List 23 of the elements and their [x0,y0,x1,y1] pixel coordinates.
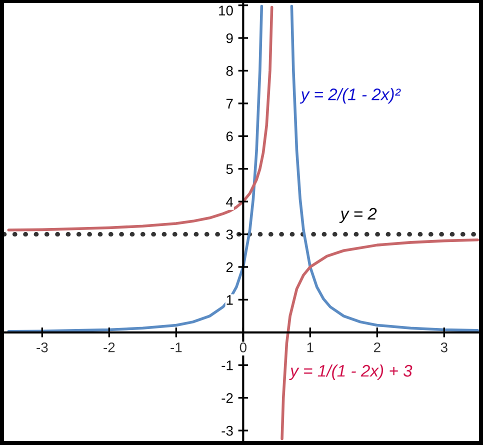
y-tick-label: 7 [226,98,233,108]
y-tick-label: 2 [226,262,233,272]
y-tick-label: 5 [226,164,233,174]
x-tick-label: 3 [440,342,448,352]
y-tick-label: 3 [226,230,233,240]
x-tick-label: -2 [104,342,115,352]
y-tick-label: 6 [226,131,233,142]
series-label: y = 2/(1 - 2x)² [300,88,401,104]
x-tick-label: 2 [374,342,380,352]
y-tick-label: -2 [222,393,233,403]
y-tick-label: 10 [219,6,233,16]
annotation: y = 2 [339,208,377,224]
y-tick-label: 4 [226,197,234,207]
x-tick-label: -1 [170,342,182,352]
y-tick-label: -3 [222,426,233,436]
x-tick-label: 0 [240,342,246,352]
y-tick-label: 8 [226,66,233,76]
y-tick-label: 1 [226,295,233,305]
x-tick-label: 1 [307,342,314,352]
series-label: y = 1/(1 - 2x) + 3 [289,364,412,380]
x-tick-label: -3 [36,342,48,352]
y-tick-label: -1 [222,360,233,370]
y-tick-label: 9 [226,33,233,44]
